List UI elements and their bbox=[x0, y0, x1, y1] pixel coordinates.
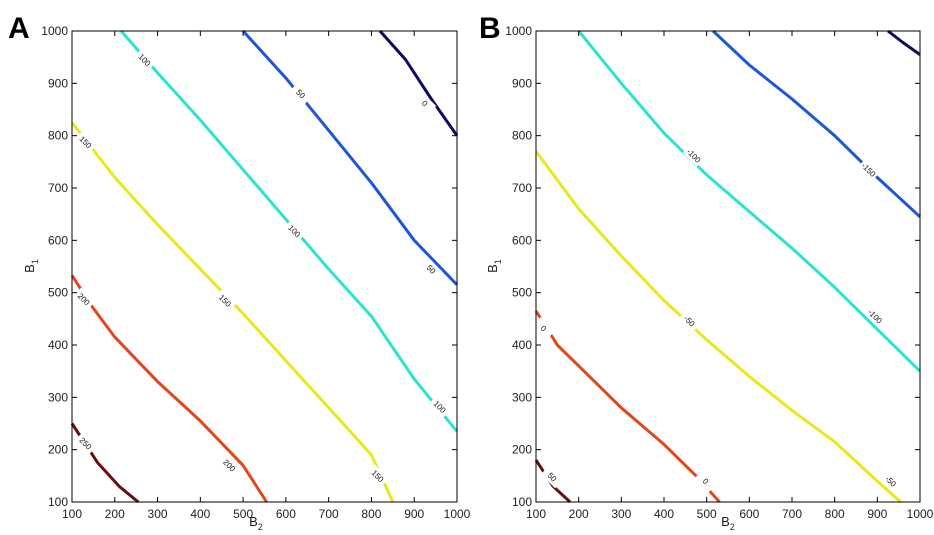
y-tick-label: 900 bbox=[48, 76, 68, 90]
contour-line-1 bbox=[70, 274, 268, 503]
y-tick-label: 800 bbox=[48, 129, 68, 143]
x-tick-label: 600 bbox=[739, 507, 759, 521]
y-tick-label: 1000 bbox=[505, 24, 532, 38]
y-tick-label: 200 bbox=[48, 443, 68, 457]
contour-label-gap bbox=[366, 464, 390, 488]
x-axis-ticks: 100 200 300 400 500 600 700 800 900 1000 bbox=[62, 31, 471, 521]
x-tick-label: 800 bbox=[825, 507, 845, 521]
contour-line-2 bbox=[70, 121, 395, 503]
panel-letter: B bbox=[479, 12, 501, 45]
x-tick-label: 800 bbox=[361, 507, 381, 521]
x-axis-label: B2 bbox=[249, 514, 263, 532]
y-tick-label: 600 bbox=[48, 233, 68, 247]
contour-label-gap bbox=[74, 432, 98, 455]
y-tick-label: 400 bbox=[512, 338, 532, 352]
y-tick-label: 600 bbox=[512, 233, 532, 247]
contour-label-gap bbox=[72, 287, 96, 311]
x-tick-label: 1000 bbox=[907, 507, 934, 521]
y-axis-label: B1 bbox=[22, 259, 40, 273]
x-axis-ticks: 100 200 300 400 500 600 700 800 900 1000 bbox=[526, 31, 934, 521]
y-tick-label: 100 bbox=[48, 495, 68, 509]
x-tick-label: 200 bbox=[569, 507, 589, 521]
contour-line-4 bbox=[712, 29, 922, 218]
contour-line-5 bbox=[887, 29, 921, 56]
contour-line-1 bbox=[534, 310, 721, 504]
x-tick-label: 700 bbox=[782, 507, 802, 521]
x-tick-label: 100 bbox=[526, 507, 546, 521]
contour-lines bbox=[534, 29, 922, 504]
y-tick-label: 800 bbox=[512, 129, 532, 143]
x-tick-label: 300 bbox=[611, 507, 631, 521]
y-tick-label: 300 bbox=[512, 390, 532, 404]
contour-label-gap bbox=[879, 469, 903, 493]
contour-label: 0 bbox=[539, 324, 549, 334]
contour-label: 0 bbox=[701, 477, 711, 487]
plot-frame bbox=[71, 30, 458, 503]
x-tick-label: 300 bbox=[148, 507, 168, 521]
y-axis-ticks: 100 200 300 400 500 600 700 800 900 1000 bbox=[505, 24, 920, 509]
plot-frame bbox=[535, 30, 921, 503]
y-tick-label: 500 bbox=[48, 286, 68, 300]
x-tick-label: 100 bbox=[62, 507, 82, 521]
contour-label-gap bbox=[682, 144, 706, 167]
y-tick-label: 300 bbox=[48, 390, 68, 404]
y-tick-label: 500 bbox=[512, 286, 532, 300]
contour-label-gap bbox=[540, 465, 564, 489]
contour-label-gap bbox=[420, 257, 443, 281]
contour-label-gap bbox=[74, 130, 98, 154]
contour-line-3 bbox=[577, 30, 922, 373]
y-axis-ticks: 100 200 300 400 500 600 700 800 900 1000 bbox=[41, 24, 457, 509]
x-tick-label: 500 bbox=[697, 507, 717, 521]
contour-label-gap bbox=[532, 316, 555, 340]
y-tick-label: 900 bbox=[512, 76, 532, 90]
x-axis-label: B2 bbox=[721, 514, 735, 532]
contour-label-gap bbox=[678, 309, 701, 333]
y-tick-label: 200 bbox=[512, 443, 532, 457]
contour-label-gap bbox=[694, 469, 718, 493]
x-tick-label: 900 bbox=[867, 507, 887, 521]
contour-lines bbox=[70, 29, 459, 504]
contour-label-gap bbox=[428, 395, 452, 419]
contour-label: 0 bbox=[420, 99, 430, 109]
panel-letter: A bbox=[8, 12, 30, 45]
y-tick-label: 1000 bbox=[41, 24, 68, 38]
y-tick-label: 400 bbox=[48, 338, 68, 352]
y-axis-label: B1 bbox=[485, 259, 503, 273]
contour-line-5 bbox=[378, 30, 459, 137]
y-tick-label: 100 bbox=[512, 495, 532, 509]
contour-label-gap bbox=[289, 82, 313, 106]
y-tick-label: 700 bbox=[512, 181, 532, 195]
contour-line-3 bbox=[120, 30, 459, 433]
contour-line-2 bbox=[534, 150, 902, 504]
contour-label-gap bbox=[863, 304, 887, 328]
contour-label-gap bbox=[133, 48, 157, 72]
x-tick-label: 900 bbox=[404, 507, 424, 521]
contour-label-gap bbox=[218, 454, 241, 477]
x-tick-label: 1000 bbox=[444, 507, 471, 521]
x-tick-label: 600 bbox=[276, 507, 296, 521]
contour-label-gap bbox=[857, 158, 881, 181]
x-tick-label: 400 bbox=[654, 507, 674, 521]
x-tick-label: 200 bbox=[105, 507, 125, 521]
contour-line-0 bbox=[534, 459, 572, 504]
contour-line-4 bbox=[241, 29, 459, 286]
x-tick-label: 400 bbox=[190, 507, 210, 521]
contour-label-gap bbox=[213, 289, 237, 312]
contour-label-gap bbox=[413, 91, 437, 115]
y-tick-label: 700 bbox=[48, 181, 68, 195]
x-tick-label: 700 bbox=[319, 507, 339, 521]
x-tick-label: 500 bbox=[233, 507, 253, 521]
contour-label-gap bbox=[283, 219, 306, 243]
